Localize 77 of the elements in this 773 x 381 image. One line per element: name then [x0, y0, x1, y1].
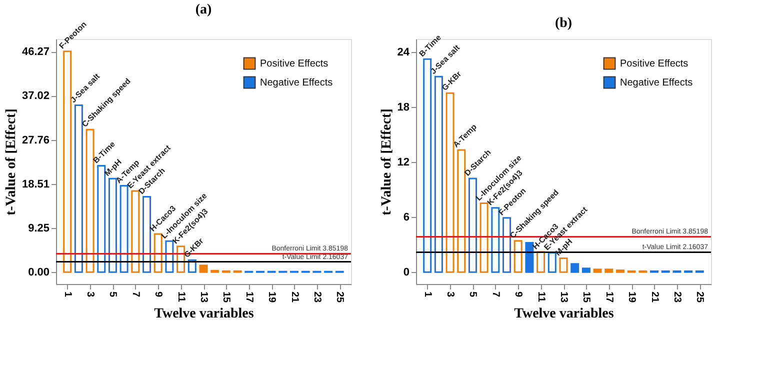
x-tick-label: 15	[220, 292, 232, 304]
bar	[468, 178, 477, 273]
x-tick-label: 11	[535, 292, 546, 303]
y-axis-title: t-Value of [Effect]	[4, 108, 19, 216]
x-tick-label: 13	[198, 292, 209, 304]
bar	[559, 258, 568, 273]
x-tick-label: 11	[175, 292, 186, 303]
y-tick-label: 37.02	[22, 90, 50, 102]
bar	[480, 202, 488, 273]
bar	[525, 242, 534, 273]
bar	[165, 240, 174, 273]
y-tick-label: 0.00	[28, 266, 50, 279]
y-tick-label: 6	[403, 212, 410, 224]
bar	[176, 246, 186, 273]
x-tick-label: 5	[467, 292, 478, 298]
y-tick-label: 27.76	[22, 134, 50, 146]
x-tick-label: 3	[84, 292, 96, 298]
y-axis-title: t-Value of [Effect]	[379, 108, 394, 216]
legend-label: Negative Effects	[620, 78, 693, 88]
bar	[188, 259, 196, 273]
bar	[199, 264, 208, 273]
bar	[491, 207, 500, 273]
bar	[97, 165, 106, 273]
x-tick-label: 7	[490, 292, 501, 298]
x-tick-label: 9	[152, 292, 164, 298]
chart-title: (a)	[195, 2, 212, 18]
bar	[446, 92, 454, 273]
x-tick-label: 1	[422, 292, 433, 298]
bar	[514, 240, 522, 273]
y-tick-label: 46.27	[22, 46, 50, 58]
x-tick-label: 15	[580, 292, 592, 304]
x-tick-label: 25	[334, 292, 346, 304]
x-tick-label: 17	[603, 292, 614, 304]
bar	[582, 268, 590, 273]
x-tick-label: 17	[243, 292, 254, 304]
y-tick-label: 9.25	[28, 222, 50, 234]
bar	[154, 233, 162, 273]
y-tick-label: 12	[397, 156, 410, 168]
bar	[593, 268, 602, 273]
y-tick-label: 18.51	[22, 178, 50, 190]
x-tick-label: 7	[130, 292, 141, 298]
bar	[570, 263, 580, 273]
y-tick-label: 0	[403, 266, 410, 279]
y-tick-label: 24	[397, 46, 410, 58]
bar	[86, 128, 94, 273]
bar	[131, 190, 140, 273]
x-axis-title: Twelve variables	[514, 306, 614, 322]
bar	[120, 185, 128, 273]
x-tick-label: 5	[107, 292, 118, 298]
x-tick-label: 19	[266, 292, 278, 304]
bar	[63, 50, 72, 273]
bar	[108, 178, 117, 273]
bar	[457, 149, 466, 273]
x-tick-label: 19	[626, 292, 638, 304]
bar	[548, 252, 556, 273]
x-tick-label: 13	[558, 292, 569, 304]
chart-title: (b)	[554, 16, 572, 31]
x-tick-label: 21	[288, 292, 300, 304]
x-tick-label: 23	[311, 292, 322, 304]
bar	[604, 268, 614, 273]
legend-label: Positive Effects	[620, 58, 688, 70]
bar	[142, 196, 152, 273]
x-tick-label: 3	[444, 292, 456, 298]
x-tick-label: 1	[62, 292, 73, 298]
bar	[74, 104, 83, 273]
bar	[423, 58, 432, 273]
x-tick-label: 25	[694, 292, 706, 304]
x-tick-label: 23	[671, 292, 682, 304]
legend-label: Positive Effects	[260, 58, 328, 70]
bar	[536, 251, 546, 273]
x-axis-title: Twelve variables	[154, 306, 254, 322]
y-tick-label: 18	[397, 101, 410, 114]
bar	[502, 217, 512, 273]
legend-label: Negative Effects	[260, 78, 333, 88]
x-tick-label: 21	[648, 292, 660, 304]
x-tick-label: 9	[512, 292, 524, 298]
bar	[434, 76, 443, 273]
